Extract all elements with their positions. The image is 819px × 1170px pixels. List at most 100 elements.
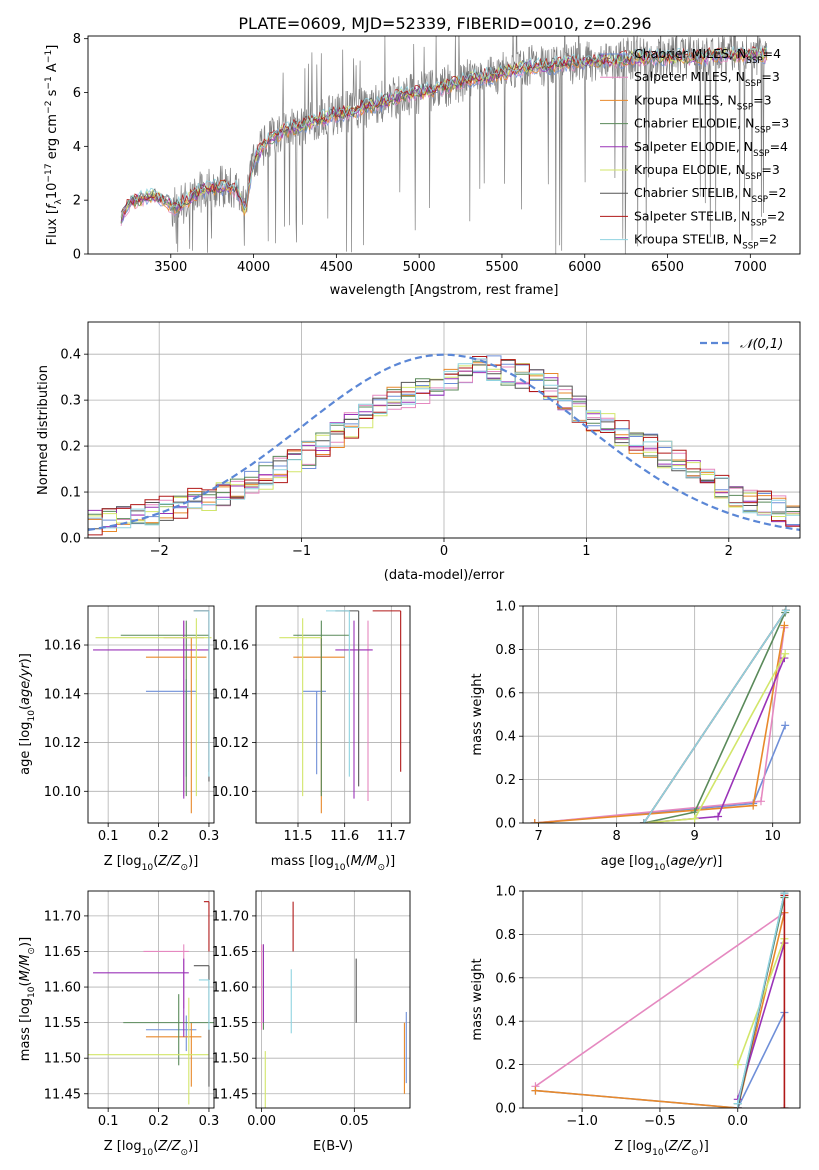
weight-line: [737, 893, 786, 1104]
legend-label: Salpeter STELIB, NSSP=2: [634, 208, 785, 228]
errorbar-salpeter_miles: [143, 944, 189, 1009]
residuals-frame: [87, 321, 801, 539]
y-tick-label: 11.55: [212, 1016, 249, 1031]
x-tick-label: 6000: [568, 260, 601, 275]
weight-line: [534, 912, 785, 1087]
weight-marker: [781, 649, 790, 658]
axes-mass_vs_ebv: 0.00 0.05 11.45 11.50 11.55 11.60 11.65 11.70: [212, 891, 410, 1129]
weight-marker: [780, 1104, 789, 1108]
legend-label: Chabrier ELODIE, NSSP=3: [634, 116, 789, 136]
y-tick-label: 0.8: [495, 928, 516, 943]
errorbar-kroupa_elodie: [279, 618, 322, 797]
weight-line: [643, 657, 786, 823]
y-tick-label: 11.65: [44, 945, 81, 960]
x-tick-label: 11.5: [284, 829, 313, 844]
x-tick-label: 0.3: [199, 1114, 220, 1129]
x-axis-label: Z [log10(Z/Z⊙)]: [104, 854, 199, 873]
errorbars: [261, 901, 407, 1108]
y-tick-label: 0.4: [60, 348, 81, 363]
y-tick-label: 2: [73, 194, 81, 209]
errorbar-chabrier_elodie: [120, 620, 209, 797]
y-tick-label: 10.16: [212, 639, 249, 654]
errorbars: [279, 610, 402, 814]
y-axis-label: age [log10(age/yr)]: [18, 653, 37, 775]
y-tick-label: 0.6: [495, 971, 516, 986]
x-axis-label: mass [log10(M/M⊙)]: [271, 854, 395, 873]
x-tick-label: 3500: [154, 260, 187, 275]
x-tick-label: −0.5: [644, 1114, 676, 1129]
weight-line: [643, 609, 787, 823]
y-tick-label: 0.3: [60, 394, 81, 409]
weight-marker: [780, 891, 789, 898]
weight-marker: [749, 801, 758, 810]
y-tick-label: 10.12: [44, 736, 81, 751]
axes-weight_vs_age: 7 8 9 10 0.0 0.2 0.4 0.6 0.8 1.0: [495, 600, 800, 844]
x-tick-label: 0.00: [247, 1114, 276, 1129]
spectrum-lines: [120, 36, 768, 254]
weight-marker: [714, 812, 723, 821]
model-spectrum-line-kroupa_stelib: [120, 45, 768, 218]
y-tick-label: 0.2: [495, 773, 516, 788]
y-tick-label: 10.16: [44, 639, 81, 654]
weight-marker: [530, 819, 539, 823]
y-tick-label: 10.10: [44, 785, 81, 800]
x-tick-label: −1.0: [566, 1114, 598, 1129]
axes-residuals: −2 −1 0 1 2 0.0 0.1 0.2 0.3 0.4 𝒩(0,1): [60, 322, 800, 559]
y-tick-label: 0.2: [60, 440, 81, 455]
legend-label: Kroupa ELODIE, NSSP=3: [634, 162, 780, 182]
x-tick-label: 0: [440, 544, 448, 559]
mass_vs_Z-frame: [87, 890, 215, 1109]
y-tick-label: 11.50: [44, 1052, 81, 1067]
y-tick-label: 6: [73, 86, 81, 101]
axes-age_vs_Z: 0.1 0.2 0.3 10.10 10.12 10.14 10.16: [44, 606, 219, 844]
errorbar-kroupa_stelib: [326, 610, 350, 777]
x-tick-label: 4500: [320, 260, 353, 275]
legend-label: Chabrier MILES, NSSP=4: [634, 46, 781, 66]
y-tick-label: 11.55: [44, 1016, 81, 1031]
errorbar-chabrier_miles: [302, 690, 326, 775]
y-tick-label: 0.4: [495, 1015, 516, 1030]
x-axis-label: Z [log10(Z/Z⊙)]: [614, 1139, 709, 1158]
weight-line: [643, 653, 786, 823]
x-tick-label: 9: [691, 829, 699, 844]
figure-title: PLATE=0609, MJD=52339, FIBERID=0010, z=0…: [238, 14, 651, 33]
x-axis-label: wavelength [Angstrom, rest frame]: [330, 283, 559, 298]
weight-marker: [781, 606, 790, 615]
weight-series-salpeter_miles: [530, 623, 789, 823]
x-axis-label: (data-model)/error: [384, 568, 505, 583]
y-tick-label: 11.70: [212, 909, 249, 924]
y-tick-label: 11.65: [212, 945, 249, 960]
errorbar-salpeter_miles: [349, 620, 373, 802]
y-tick-label: 11.60: [44, 981, 81, 996]
weight-marker: [531, 1086, 540, 1095]
legend-label: Chabrier STELIB, NSSP=2: [634, 185, 786, 205]
legend-label: Salpeter MILES, NSSP=3: [634, 69, 780, 89]
errorbar-chabrier_elodie: [123, 994, 214, 1066]
errorbar-chabrier_stelib: [193, 965, 210, 1087]
x-tick-label: 0.05: [340, 1114, 369, 1129]
legend-label: Kroupa MILES, NSSP=3: [634, 92, 772, 112]
age_vs_mass-frame: [255, 605, 411, 824]
weight-line: [534, 627, 786, 823]
weight-series-kroupa_miles: [530, 621, 789, 823]
errorbar-salpeter_elodie: [335, 620, 373, 799]
y-tick-label: 0.2: [495, 1058, 516, 1073]
y-tick-label: 0: [73, 248, 81, 263]
weight-marker: [756, 797, 765, 806]
weight-series-kroupa_elodie: [639, 649, 790, 823]
weight-marker: [781, 721, 790, 730]
weight-marker: [639, 819, 648, 823]
weight-marker: [780, 621, 789, 630]
x-tick-label: 0.2: [148, 829, 169, 844]
errorbar-salpeter_elodie: [93, 958, 189, 1037]
y-tick-label: 0.6: [495, 686, 516, 701]
errorbar-kroupa_miles: [145, 637, 207, 814]
legend-label: 𝒩(0,1): [740, 337, 783, 352]
y-tick-label: 0.0: [495, 1102, 516, 1117]
age_vs_Z-frame: [87, 605, 215, 824]
x-tick-label: 11.7: [377, 829, 406, 844]
weight-marker: [733, 1060, 742, 1069]
y-tick-label: 0.0: [495, 817, 516, 832]
errorbar-salpeter_stelib: [372, 610, 402, 772]
errorbars: [88, 901, 214, 1105]
